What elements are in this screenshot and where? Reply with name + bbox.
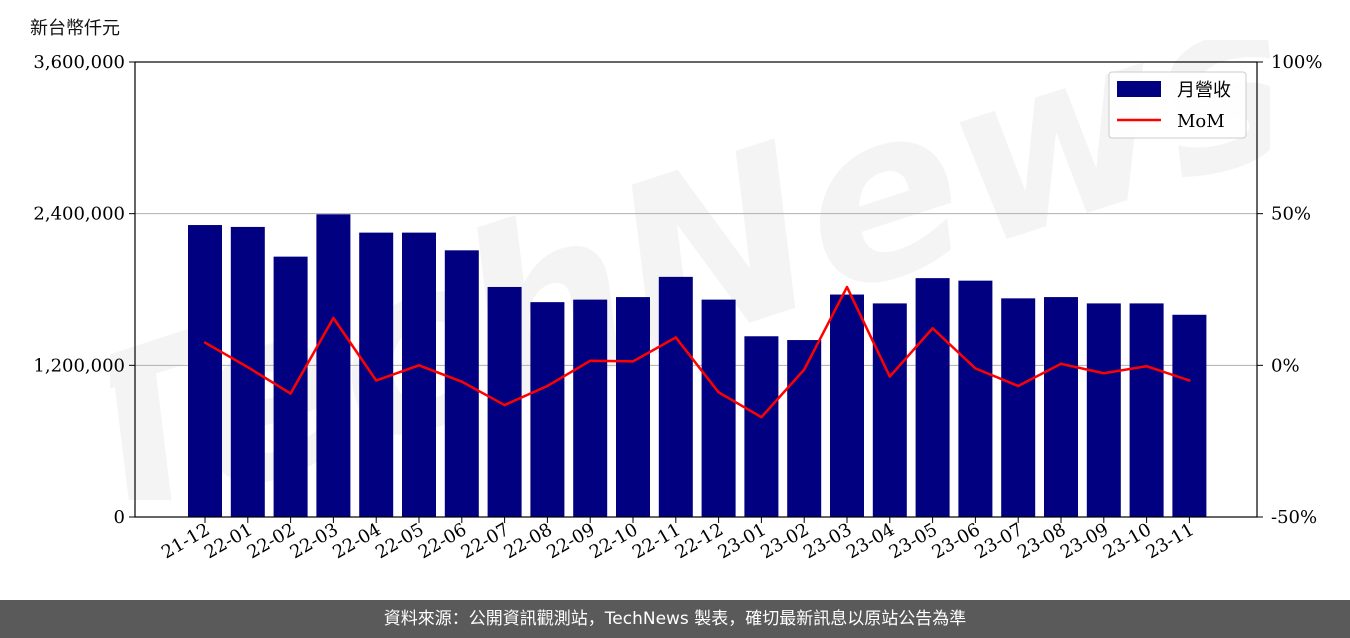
legend: 月營收 MoM [1108,71,1247,139]
x-tick-label: 22-08 [500,519,555,563]
mom-line-series [203,285,1191,419]
right-tick-label: 100% [1271,52,1322,73]
left-y-axis: 0 1,200,000 2,400,000 3,600,000 [33,52,135,528]
bar-22-01 [230,226,265,517]
mom-point-22-02 [289,392,292,395]
bar-23-06 [958,280,993,517]
mom-point-23-08 [1059,362,1063,366]
mom-point-23-02 [803,368,806,371]
mom-point-22-10 [631,360,635,363]
mom-point-22-03 [332,316,335,320]
x-tick-label: 23-03 [800,519,855,563]
x-tick-label: 23-11 [1142,519,1197,563]
legend-label-mom: MoM [1177,111,1225,132]
bar-23-11 [1172,314,1207,517]
x-tick-label: 23-07 [971,519,1026,563]
x-tick-label: 22-12 [672,519,727,563]
right-tick-label: 50% [1271,204,1311,225]
bar-22-03 [316,214,351,517]
legend-label-revenue: 月營收 [1177,80,1231,101]
x-tick-label: 22-04 [329,519,384,563]
mom-point-23-11 [1188,379,1191,382]
mom-point-23-05 [931,327,934,330]
left-tick-label: 3,600,000 [33,52,125,73]
bar-series [188,214,1207,517]
mom-point-23-09 [1102,372,1106,375]
mom-point-22-06 [460,380,463,383]
bar-23-07 [1001,298,1036,517]
mom-point-22-07 [503,403,506,407]
mom-point-23-06 [974,367,977,370]
x-tick-label: 23-04 [843,519,898,563]
mom-point-22-01 [246,365,249,369]
x-tick-label: 22-02 [244,519,299,563]
mom-line [204,285,1190,419]
x-tick-label: 23-10 [1100,519,1155,563]
x-tick-label: 22-01 [201,519,256,563]
mom-point-22-05 [417,364,421,367]
source-footer: 資料來源：公開資訊觀測站，TechNews 製表，確切最新訊息以原站公告為準 [0,600,1350,638]
mom-point-23-03 [845,285,849,289]
bar-22-04 [359,232,394,517]
mom-point-21-12 [203,341,207,344]
y-axis-unit-label: 新台幣仟元 [30,18,120,39]
mom-point-23-10 [1145,365,1148,368]
x-tick-label: 23-08 [1014,519,1069,563]
x-tick-label: 22-09 [543,519,598,563]
bar-21-12 [188,225,222,517]
right-tick-label: -50% [1271,507,1317,528]
x-tick-label: 23-09 [1057,519,1112,563]
bar-22-09 [573,299,608,517]
bar-23-04 [872,303,907,517]
bar-22-11 [658,276,693,517]
mom-point-22-09 [589,359,592,362]
mom-point-23-01 [760,416,763,419]
x-tick-label: 23-01 [714,519,769,563]
mom-point-22-11 [674,336,677,339]
bar-22-06 [444,250,479,517]
x-tick-label: 23-05 [886,519,941,563]
mom-point-22-12 [717,391,720,394]
left-tick-label: 2,400,000 [33,204,125,225]
x-tick-label: 23-02 [757,519,812,563]
mom-point-22-08 [546,384,549,388]
bar-23-10 [1129,303,1164,517]
right-tick-label: 0% [1271,355,1300,376]
bar-23-09 [1086,303,1121,517]
x-tick-label: 22-10 [586,519,641,563]
left-tick-label: 1,200,000 [33,355,125,376]
x-tick-label: 21-12 [158,519,213,563]
x-tick-label: 22-11 [629,519,684,563]
bar-22-05 [402,232,436,517]
x-tick-label: 22-03 [286,519,341,563]
x-tick-label: 23-06 [928,519,983,563]
legend-swatch-bar [1117,81,1161,97]
bar-22-08 [530,302,565,517]
bar-22-10 [616,297,650,517]
x-tick-label: 22-06 [415,519,470,563]
bar-22-07 [487,286,522,517]
x-tick-label: 22-07 [458,519,513,563]
bar-23-03 [830,294,864,517]
x-tick-label: 22-05 [372,519,427,563]
mom-point-23-07 [1017,384,1020,388]
revenue-chart: 0 1,200,000 2,400,000 3,600,000 -50% 0% 50% 10… [33,52,1322,563]
bar-23-01 [744,336,779,517]
right-y-axis: -50% 0% 50% 100% [1257,52,1322,528]
bar-23-08 [1044,297,1078,517]
plot-frame [134,61,1258,518]
mom-point-22-04 [375,379,378,382]
mom-point-23-04 [888,375,891,378]
bar-23-05 [915,278,950,517]
left-tick-label: 0 [114,507,125,528]
bar-22-12 [701,299,736,517]
bar-23-02 [787,340,822,517]
x-axis: 21-1222-0122-0222-0322-0422-0522-0622-07… [158,517,1198,563]
